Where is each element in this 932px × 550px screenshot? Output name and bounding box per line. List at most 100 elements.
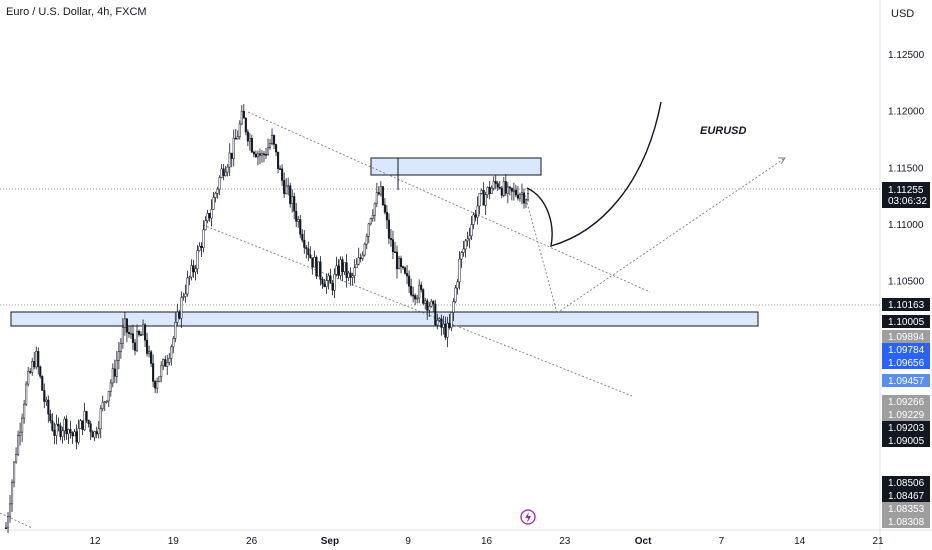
candle: [43, 383, 46, 409]
candle: [152, 354, 155, 388]
candle: [492, 176, 495, 191]
lightning-icon[interactable]: [520, 509, 536, 525]
candle: [317, 261, 320, 277]
support-zone[interactable]: [10, 311, 759, 327]
candle: [321, 276, 324, 289]
price-tag-value: 1.09784: [888, 345, 925, 356]
candle: [428, 302, 431, 317]
candle: [373, 202, 376, 222]
candle: [144, 322, 147, 347]
candle: [327, 272, 330, 290]
candle: [107, 390, 110, 408]
candle: [502, 176, 505, 198]
price-tag-value: 1.09229: [888, 410, 925, 421]
candle: [313, 250, 316, 268]
candle: [319, 256, 322, 286]
candle: [6, 512, 10, 534]
candle: [242, 104, 245, 119]
candle: [335, 256, 338, 277]
candle: [8, 494, 12, 523]
candle: [230, 152, 233, 168]
candle: [196, 245, 199, 275]
candle: [248, 132, 251, 151]
price-tag: 1.08467: [882, 489, 930, 502]
time-tick-label: 26: [246, 536, 258, 547]
candle: [121, 317, 124, 349]
price-tick-label: 1.12000: [888, 107, 925, 118]
candle: [258, 148, 261, 165]
price-tag: 1.09894: [882, 330, 930, 343]
candle: [446, 316, 449, 348]
time-axis[interactable]: 12 19 26 Sep 9 16 23 Oct 7 14 21: [89, 536, 884, 547]
candle: [472, 212, 475, 230]
candle: [117, 341, 120, 370]
candle: [391, 230, 395, 260]
candle: [416, 294, 419, 304]
candle: [33, 351, 36, 370]
candle: [49, 409, 52, 424]
candle: [180, 291, 183, 329]
candle: [424, 298, 427, 310]
candle: [270, 128, 274, 146]
candle: [184, 284, 187, 303]
candle: [109, 379, 112, 397]
price-tag-value: 1.09457: [888, 376, 925, 387]
projection-curve[interactable]: [526, 101, 662, 247]
candle: [399, 255, 403, 274]
candle: [202, 220, 205, 253]
candle: [504, 174, 507, 197]
candle: [339, 256, 342, 280]
candle: [305, 245, 308, 259]
candle: [414, 293, 417, 306]
candle: [307, 241, 310, 262]
candle: [254, 150, 257, 158]
candle: [484, 191, 487, 215]
candle: [337, 258, 340, 279]
candle: [133, 338, 137, 356]
resistance-zone[interactable]: [370, 157, 542, 176]
symbol-title[interactable]: Euro / U.S. Dollar, 4h, FXCM: [6, 6, 147, 18]
candle: [277, 151, 280, 174]
candle: [71, 431, 74, 445]
candle: [285, 178, 288, 195]
candle: [367, 222, 370, 244]
candle: [79, 418, 82, 429]
projection-rise-line[interactable]: [556, 157, 786, 314]
current-price-countdown: 03:06:32: [888, 196, 927, 207]
candle: [115, 351, 118, 384]
channel-upper-line[interactable]: [247, 111, 651, 293]
candle: [192, 259, 195, 278]
candle: [478, 193, 481, 215]
candle: [162, 358, 165, 370]
price-tag-value: 1.09656: [888, 358, 925, 369]
candle: [512, 182, 515, 201]
price-tag: 1.10163: [882, 298, 930, 311]
candlestick-series: [4, 104, 530, 534]
projection-drop-line[interactable]: [524, 194, 558, 314]
price-tag-value: 1.09266: [888, 397, 925, 408]
candle: [93, 430, 96, 442]
candle: [323, 278, 326, 288]
currency-label[interactable]: USD: [891, 8, 915, 20]
candle: [448, 313, 451, 330]
candle: [55, 414, 58, 445]
candle: [426, 298, 429, 320]
candle: [111, 363, 114, 388]
candle: [101, 395, 104, 412]
price-axis[interactable]: 1.12500 1.12000 1.11500 1.11000 1.10500: [888, 50, 925, 287]
candle: [387, 213, 390, 245]
price-tag-value: 1.08506: [888, 478, 925, 489]
candle: [69, 420, 72, 439]
candle: [333, 268, 336, 299]
candle: [150, 349, 153, 368]
eurusd-label: EURUSD: [700, 125, 747, 137]
channel-lower-line[interactable]: [202, 224, 633, 397]
candle: [123, 312, 126, 336]
candle: [383, 198, 386, 215]
candle: [273, 134, 276, 150]
candle: [131, 324, 135, 351]
candle: [468, 227, 471, 249]
candle: [329, 268, 332, 284]
candle: [297, 216, 300, 228]
